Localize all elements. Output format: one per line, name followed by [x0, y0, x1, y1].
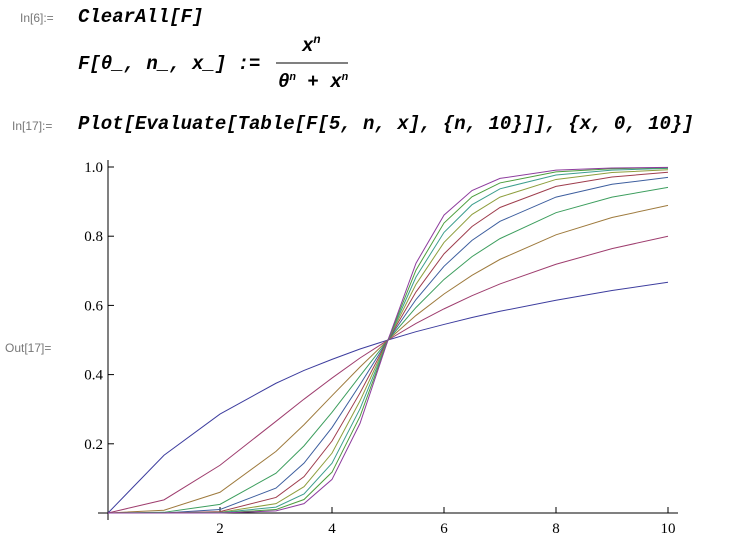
series-line	[107, 235, 669, 514]
cell-label: In[17]:=	[12, 119, 52, 133]
x-tick-label: 2	[216, 521, 224, 536]
code-line: ClearAll[F]	[78, 6, 203, 28]
den-exp: n	[289, 72, 296, 84]
series-line	[108, 171, 669, 514]
y-tick-label: 0.4	[84, 368, 103, 384]
series-line	[108, 176, 669, 514]
num-base: x	[301, 35, 314, 57]
cell-label: Out[17]=	[5, 341, 51, 355]
series-line	[107, 281, 669, 514]
denominator: θn + xn	[278, 71, 349, 93]
den-exp: n	[342, 72, 349, 84]
den-base: θ	[278, 71, 289, 93]
code-line: F[θ_, n_, x_] :=	[78, 53, 260, 75]
series-line	[107, 204, 669, 514]
numerator: xn	[301, 33, 321, 57]
y-tick-label: 1.0	[84, 160, 103, 176]
den-plus: + x	[296, 71, 342, 93]
series-line	[107, 186, 669, 514]
y-tick-label: 0.6	[84, 298, 103, 314]
x-tick-label: 6	[440, 521, 448, 536]
num-exp: n	[313, 33, 320, 47]
x-tick-label: 4	[328, 521, 336, 536]
y-tick-label: 0.8	[84, 229, 103, 245]
code-line: Plot[Evaluate[Table[F[5, n, x], {n, 10}]…	[78, 113, 694, 135]
series-line	[108, 166, 669, 514]
x-tick-label: 8	[552, 521, 560, 536]
y-tick-label: 0.2	[84, 437, 103, 453]
cell-label: In[6]:=	[20, 11, 54, 25]
x-tick-label: 10	[661, 521, 676, 536]
